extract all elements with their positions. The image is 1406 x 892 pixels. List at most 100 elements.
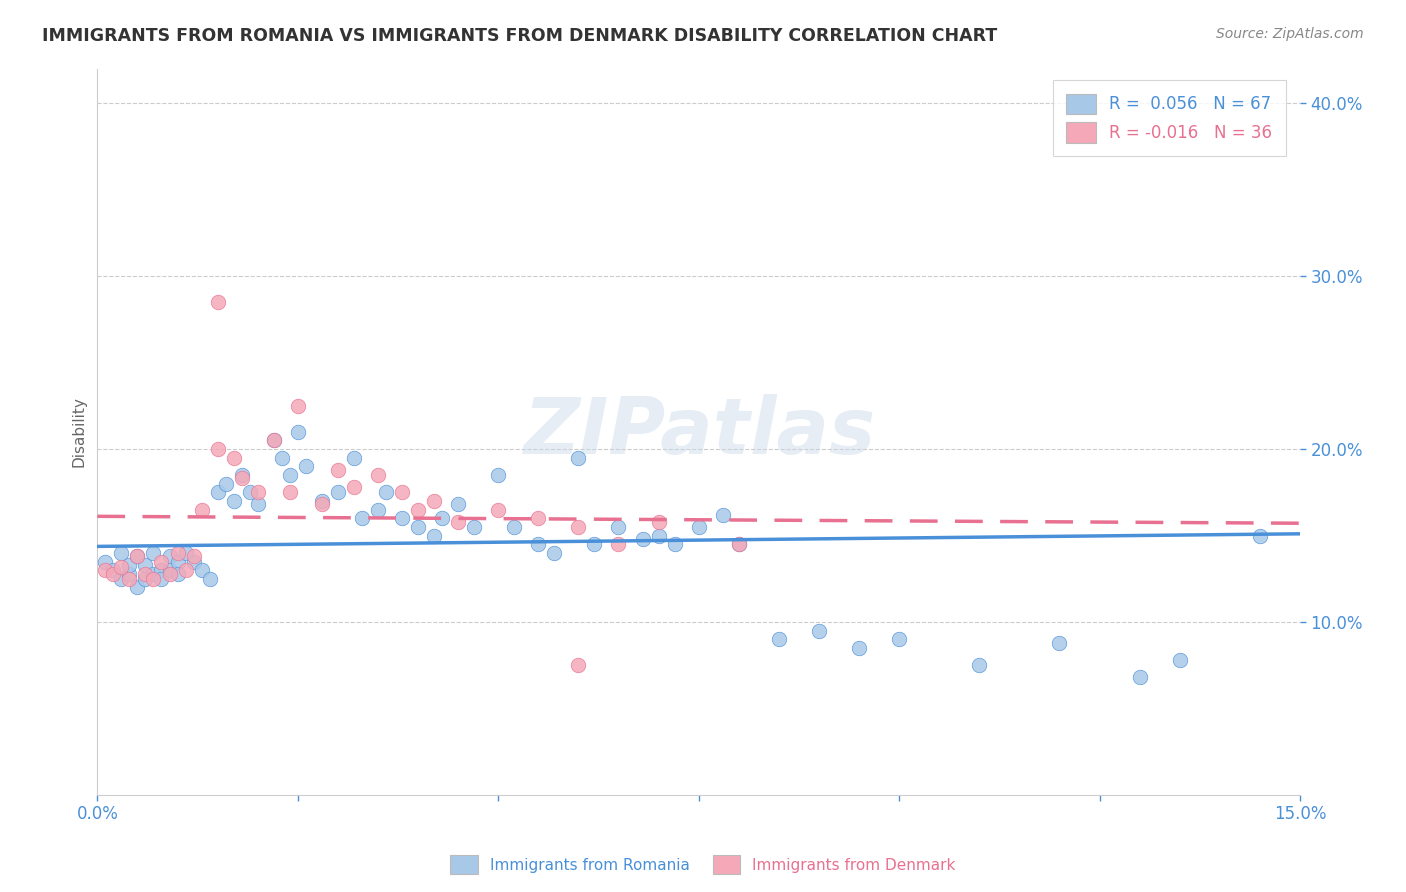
Point xyxy=(231,468,253,483)
Legend: Immigrants from Romania, Immigrants from Denmark: Immigrants from Romania, Immigrants from… xyxy=(444,849,962,880)
Point xyxy=(527,511,550,525)
Point xyxy=(110,546,132,560)
Point xyxy=(190,502,212,516)
Point xyxy=(246,485,269,500)
Point xyxy=(688,520,710,534)
Point xyxy=(174,563,197,577)
Point xyxy=(134,566,156,581)
Point xyxy=(127,581,149,595)
Point xyxy=(406,502,429,516)
Text: IMMIGRANTS FROM ROMANIA VS IMMIGRANTS FROM DENMARK DISABILITY CORRELATION CHART: IMMIGRANTS FROM ROMANIA VS IMMIGRANTS FR… xyxy=(42,27,997,45)
Point xyxy=(848,640,870,655)
Point xyxy=(887,632,910,647)
Point xyxy=(231,471,253,485)
Point xyxy=(430,511,453,525)
Point xyxy=(1249,528,1271,542)
Point xyxy=(486,502,509,516)
Point xyxy=(664,537,686,551)
Point xyxy=(527,537,550,551)
Point xyxy=(423,494,446,508)
Point xyxy=(567,450,589,465)
Point xyxy=(246,498,269,512)
Point xyxy=(447,498,470,512)
Point xyxy=(294,459,316,474)
Point xyxy=(647,528,669,542)
Point xyxy=(118,566,141,581)
Point xyxy=(768,632,790,647)
Point xyxy=(343,450,366,465)
Point xyxy=(583,537,606,551)
Point xyxy=(807,624,830,638)
Text: Source: ZipAtlas.com: Source: ZipAtlas.com xyxy=(1216,27,1364,41)
Point xyxy=(134,558,156,572)
Y-axis label: Disability: Disability xyxy=(72,396,86,467)
Point xyxy=(239,485,262,500)
Point xyxy=(391,485,413,500)
Point xyxy=(183,555,205,569)
Point xyxy=(214,476,236,491)
Point xyxy=(406,520,429,534)
Text: ZIPatlas: ZIPatlas xyxy=(523,393,875,470)
Point xyxy=(311,494,333,508)
Point xyxy=(159,563,181,577)
Point xyxy=(207,442,229,456)
Point xyxy=(343,480,366,494)
Point xyxy=(142,566,165,581)
Point xyxy=(423,528,446,542)
Point xyxy=(134,572,156,586)
Point xyxy=(326,485,349,500)
Point xyxy=(150,555,173,569)
Point xyxy=(350,511,373,525)
Point xyxy=(263,434,285,448)
Point xyxy=(198,572,221,586)
Point xyxy=(94,555,117,569)
Point xyxy=(607,537,630,551)
Point xyxy=(326,463,349,477)
Point xyxy=(463,520,485,534)
Point xyxy=(486,468,509,483)
Point xyxy=(127,549,149,564)
Point xyxy=(103,563,125,577)
Point xyxy=(567,658,589,673)
Point xyxy=(287,399,309,413)
Point xyxy=(183,549,205,564)
Point xyxy=(142,546,165,560)
Point xyxy=(159,566,181,581)
Point xyxy=(110,572,132,586)
Point xyxy=(391,511,413,525)
Point xyxy=(278,485,301,500)
Point xyxy=(647,515,669,529)
Legend: R =  0.056   N = 67, R = -0.016   N = 36: R = 0.056 N = 67, R = -0.016 N = 36 xyxy=(1053,80,1285,156)
Point xyxy=(367,468,389,483)
Point xyxy=(103,566,125,581)
Point xyxy=(166,566,188,581)
Point xyxy=(118,572,141,586)
Point xyxy=(94,563,117,577)
Point xyxy=(222,494,245,508)
Point xyxy=(727,537,749,551)
Point xyxy=(711,508,734,522)
Point xyxy=(1049,636,1071,650)
Point xyxy=(127,549,149,564)
Point xyxy=(311,498,333,512)
Point xyxy=(447,515,470,529)
Point xyxy=(567,520,589,534)
Point xyxy=(543,546,565,560)
Point xyxy=(278,468,301,483)
Point xyxy=(727,537,749,551)
Point xyxy=(150,572,173,586)
Point xyxy=(159,549,181,564)
Point xyxy=(631,532,654,546)
Point xyxy=(503,520,526,534)
Point xyxy=(174,546,197,560)
Point xyxy=(1129,670,1152,684)
Point xyxy=(375,485,398,500)
Point xyxy=(190,563,212,577)
Point xyxy=(222,450,245,465)
Point xyxy=(110,559,132,574)
Point xyxy=(263,434,285,448)
Point xyxy=(270,450,292,465)
Point xyxy=(1168,653,1191,667)
Point xyxy=(607,520,630,534)
Point xyxy=(207,295,229,310)
